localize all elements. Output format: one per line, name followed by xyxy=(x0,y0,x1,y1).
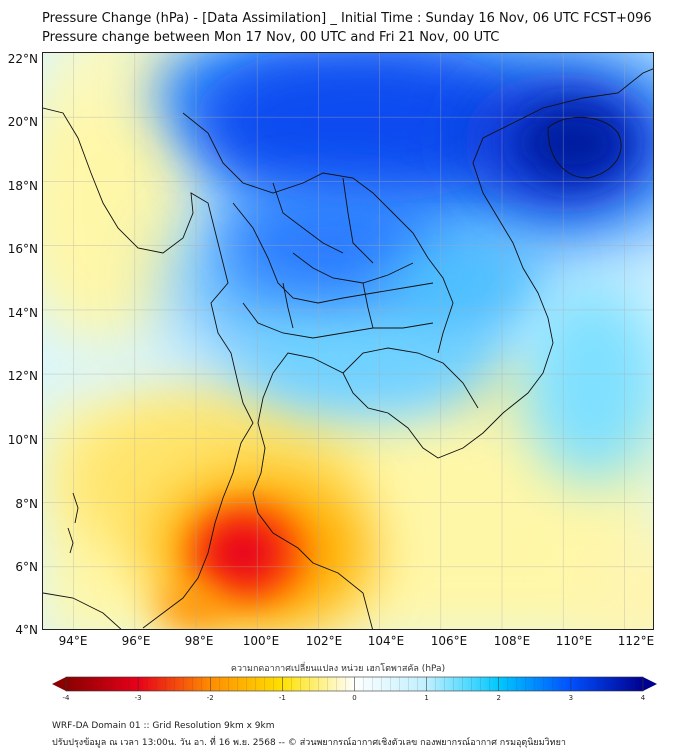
lat-tick-label: 10°N xyxy=(7,433,38,447)
lon-tick-label: 104°E xyxy=(367,634,405,648)
footer-model-info: WRF-DA Domain 01 :: Grid Resolution 9km … xyxy=(52,721,275,731)
coastline-borders xyxy=(43,68,653,629)
lat-tick-label: 20°N xyxy=(7,115,38,129)
colorbar xyxy=(52,676,657,692)
colorbar-min-arrow xyxy=(52,677,66,691)
colorbar-tick-label: -2 xyxy=(206,694,214,702)
colorbar-tick-label: 1 xyxy=(424,694,429,702)
lat-tick-label: 16°N xyxy=(7,242,38,256)
lon-tick-label: 94°E xyxy=(58,634,88,648)
lat-tick-label: 6°N xyxy=(15,560,38,574)
map-gridlines xyxy=(43,53,653,629)
footer-update-info: ปรับปรุงข้อมูล ณ เวลา 13:00น. วัน อา. ที… xyxy=(52,738,566,748)
lon-tick-label: 110°E xyxy=(555,634,593,648)
lat-tick-label: 22°N xyxy=(7,52,38,66)
lat-tick-label: 4°N xyxy=(15,623,38,637)
lon-tick-label: 112°E xyxy=(617,634,655,648)
map-canvas xyxy=(43,53,653,629)
colorbar-tick-label: -1 xyxy=(278,694,286,702)
lat-tick-label: 8°N xyxy=(15,497,38,511)
lon-tick-label: 96°E xyxy=(121,634,151,648)
lon-tick-label: 98°E xyxy=(184,634,214,648)
lon-tick-label: 106°E xyxy=(430,634,468,648)
lon-tick-label: 102°E xyxy=(305,634,343,648)
lat-tick-label: 14°N xyxy=(7,306,38,320)
lat-tick-label: 18°N xyxy=(7,179,38,193)
lon-tick-label: 108°E xyxy=(493,634,531,648)
colorbar-tick-label: -4 xyxy=(62,694,70,702)
colorbar-tick-label: 0 xyxy=(352,694,357,702)
colorbar-max-arrow xyxy=(643,677,657,691)
colorbar-tick-label: 3 xyxy=(568,694,574,702)
pressure-change-map xyxy=(42,52,654,630)
map-title: Pressure Change (hPa) - [Data Assimilati… xyxy=(42,11,652,26)
lat-tick-label: 12°N xyxy=(7,369,38,383)
colorbar-title: ความกดอากาศเปลี่ยนแปลง หน่วย เฮกโตพาสคัล… xyxy=(230,664,446,674)
lon-tick-label: 100°E xyxy=(242,634,280,648)
colorbar-tick-label: 2 xyxy=(496,694,501,702)
colorbar-tick-label: -3 xyxy=(134,694,142,702)
colorbar-tick-label: 4 xyxy=(640,694,646,702)
map-subtitle: Pressure change between Mon 17 Nov, 00 U… xyxy=(42,30,500,45)
